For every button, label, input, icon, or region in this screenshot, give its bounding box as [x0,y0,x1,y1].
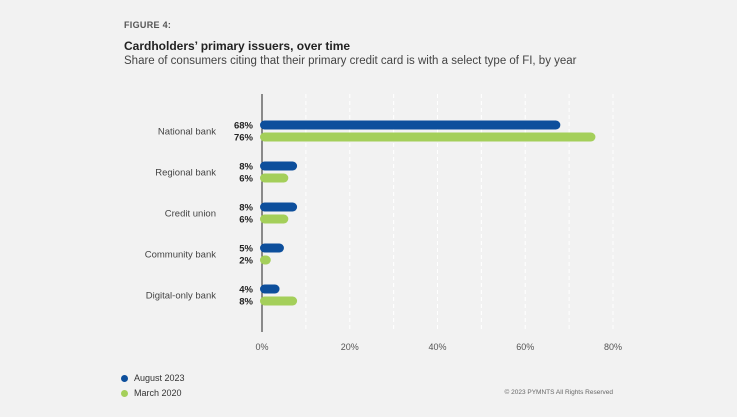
legend-item-march-2020: March 2020 [121,388,182,398]
category-label: Regional bank [155,168,216,179]
bar-march-2020 [260,214,289,224]
legend-item-august-2023: August 2023 [121,373,185,383]
data-label: 5% [239,244,253,255]
data-label: 8% [239,162,253,173]
bar-august-2023 [260,120,561,130]
copyright-text: © 2023 PYMNTS All Rights Reserved [504,389,613,396]
bar-march-2020 [260,255,271,265]
x-tick-label: 40% [428,342,446,352]
legend-label-august-2023: August 2023 [134,373,185,383]
figure-label: FIGURE 4: [124,20,172,30]
data-label: 6% [239,215,253,226]
data-label: 2% [239,256,253,267]
category-label: Digital-only bank [146,291,216,302]
x-tick-label: 0% [255,342,268,352]
legend-swatch-march-2020 [121,389,128,397]
x-tick-label: 20% [341,342,359,352]
data-label: 76% [234,133,254,144]
legend-swatch-august-2023 [121,374,128,382]
data-label: 68% [234,121,254,132]
data-label: 6% [239,174,253,185]
data-label: 4% [239,285,253,296]
bar-march-2020 [260,173,289,183]
data-label: 8% [239,297,253,308]
x-tick-label: 80% [604,342,622,352]
category-label: National bank [158,127,216,138]
bar-march-2020 [260,132,596,142]
bar-august-2023 [260,284,280,294]
bar-august-2023 [260,161,298,171]
chart-subtitle: Share of consumers citing that their pri… [124,55,577,67]
chart-title: Cardholders’ primary issuers, over time [124,39,351,53]
category-label: Community bank [145,250,217,261]
bar-august-2023 [260,202,298,212]
category-label: Credit union [165,209,216,220]
bar-march-2020 [260,296,298,306]
bar-august-2023 [260,243,284,253]
x-tick-label: 60% [516,342,534,352]
legend-label-march-2020: March 2020 [134,388,182,398]
data-label: 8% [239,203,253,214]
